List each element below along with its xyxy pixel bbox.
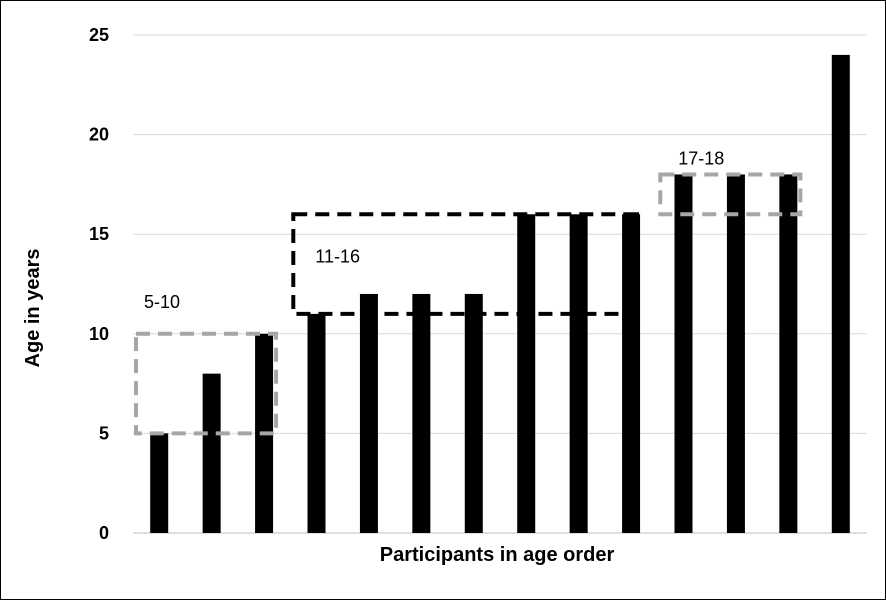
bar-1	[150, 433, 169, 533]
y-axis-title: Age in years	[22, 249, 44, 368]
y-tick-label-15: 15	[89, 224, 109, 244]
bar-12	[726, 174, 745, 533]
annotation-label-11-16: 11-16	[315, 246, 360, 266]
annotation-box-11-16	[291, 212, 640, 316]
bar-5	[359, 293, 378, 533]
bar-8	[517, 214, 536, 533]
y-tick-label-5: 5	[99, 423, 109, 443]
y-tick-label-0: 0	[99, 523, 109, 543]
annotation-box-17-18	[658, 172, 803, 217]
bar-13	[779, 174, 798, 533]
y-tick-labels: 0 5 10 15 20 25	[89, 25, 109, 543]
gridlines	[133, 34, 867, 534]
bars	[150, 54, 850, 534]
bar-10	[622, 214, 641, 533]
annotation-label-17-18: 17-18	[678, 148, 724, 168]
bar-6	[412, 293, 431, 533]
bar-14	[831, 54, 850, 534]
x-axis-title: Participants in age order	[380, 544, 615, 566]
annotation-boxes: 5-10 11-16 17-18	[134, 148, 803, 436]
y-tick-label-20: 20	[89, 125, 109, 145]
annotation-label-5-10: 5-10	[144, 292, 180, 312]
y-tick-label-10: 10	[89, 324, 109, 344]
bar-11	[674, 174, 693, 533]
bar-4	[307, 313, 326, 533]
bar-9	[569, 214, 588, 533]
bar-7	[464, 293, 483, 533]
y-tick-label-25: 25	[89, 25, 109, 45]
annotation-box-5-10	[134, 331, 279, 436]
bar-2	[202, 373, 221, 533]
